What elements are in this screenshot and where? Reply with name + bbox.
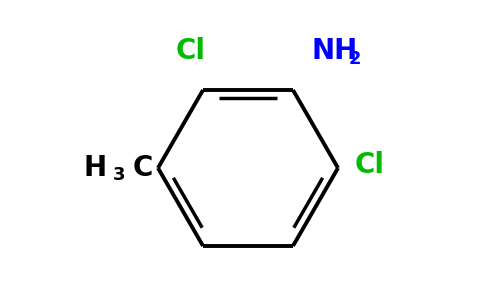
Text: 3: 3 xyxy=(113,167,125,184)
Text: NH: NH xyxy=(311,37,357,64)
Text: Cl: Cl xyxy=(176,37,206,64)
Text: Cl: Cl xyxy=(354,151,384,179)
Text: H: H xyxy=(84,154,107,182)
Text: C: C xyxy=(133,154,153,182)
Text: 2: 2 xyxy=(348,50,361,68)
